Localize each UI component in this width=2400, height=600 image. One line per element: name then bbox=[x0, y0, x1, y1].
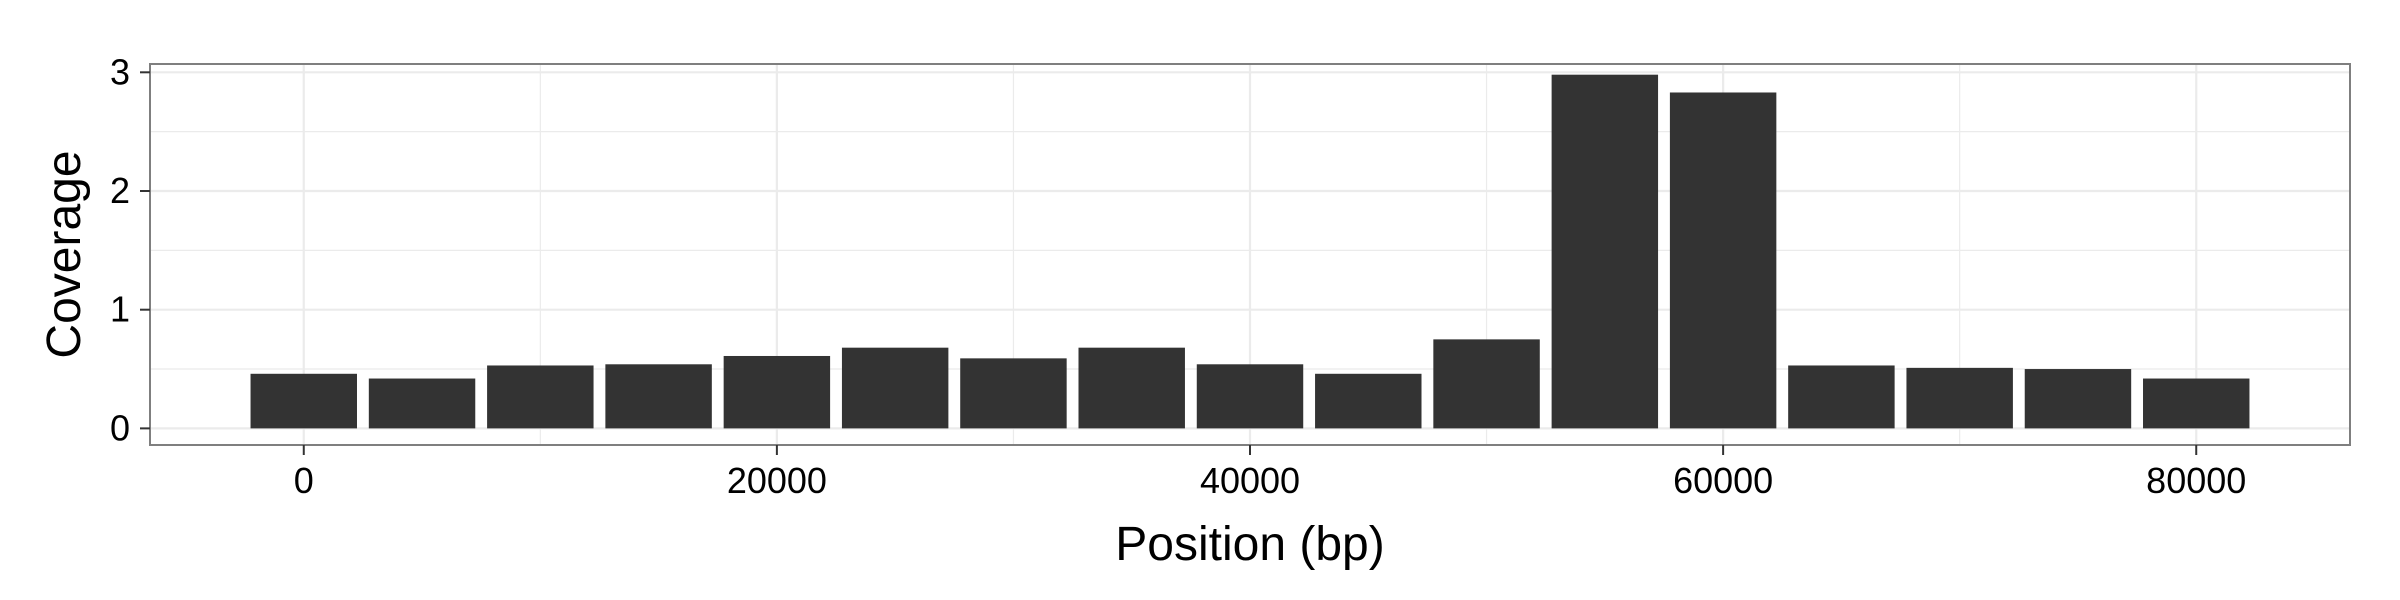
bar-layer bbox=[250, 74, 2250, 429]
y-axis-title: Coverage bbox=[38, 150, 91, 358]
x-tick-label: 80000 bbox=[2146, 460, 2246, 501]
x-tick-label: 20000 bbox=[727, 460, 827, 501]
bar bbox=[487, 365, 594, 429]
y-tick-label: 1 bbox=[110, 289, 130, 330]
x-tick-label: 40000 bbox=[1200, 460, 1300, 501]
bar bbox=[2143, 378, 2250, 429]
bar bbox=[2024, 369, 2132, 429]
bar bbox=[841, 347, 949, 429]
bar bbox=[1906, 367, 2013, 429]
bar bbox=[1078, 347, 1185, 429]
bar bbox=[960, 358, 1067, 429]
bar bbox=[723, 355, 831, 429]
bar bbox=[1669, 92, 1777, 429]
y-axis: 0 1 2 3 bbox=[110, 51, 150, 448]
bar bbox=[1788, 365, 1895, 429]
bar bbox=[605, 364, 712, 429]
x-tick-label: 60000 bbox=[1673, 460, 1773, 501]
bar bbox=[1433, 339, 1540, 429]
x-axis-title: Position (bp) bbox=[1115, 518, 1384, 571]
bar bbox=[1551, 74, 1659, 429]
y-tick-label: 3 bbox=[110, 51, 130, 92]
y-tick-label: 0 bbox=[110, 407, 130, 448]
bar bbox=[1315, 373, 1422, 429]
x-tick-label: 0 bbox=[294, 460, 314, 501]
bar bbox=[368, 378, 476, 429]
bar bbox=[1196, 364, 1304, 429]
y-tick-label: 2 bbox=[110, 170, 130, 211]
x-axis: 0 20000 40000 60000 80000 bbox=[294, 445, 2246, 501]
bar bbox=[250, 373, 357, 429]
